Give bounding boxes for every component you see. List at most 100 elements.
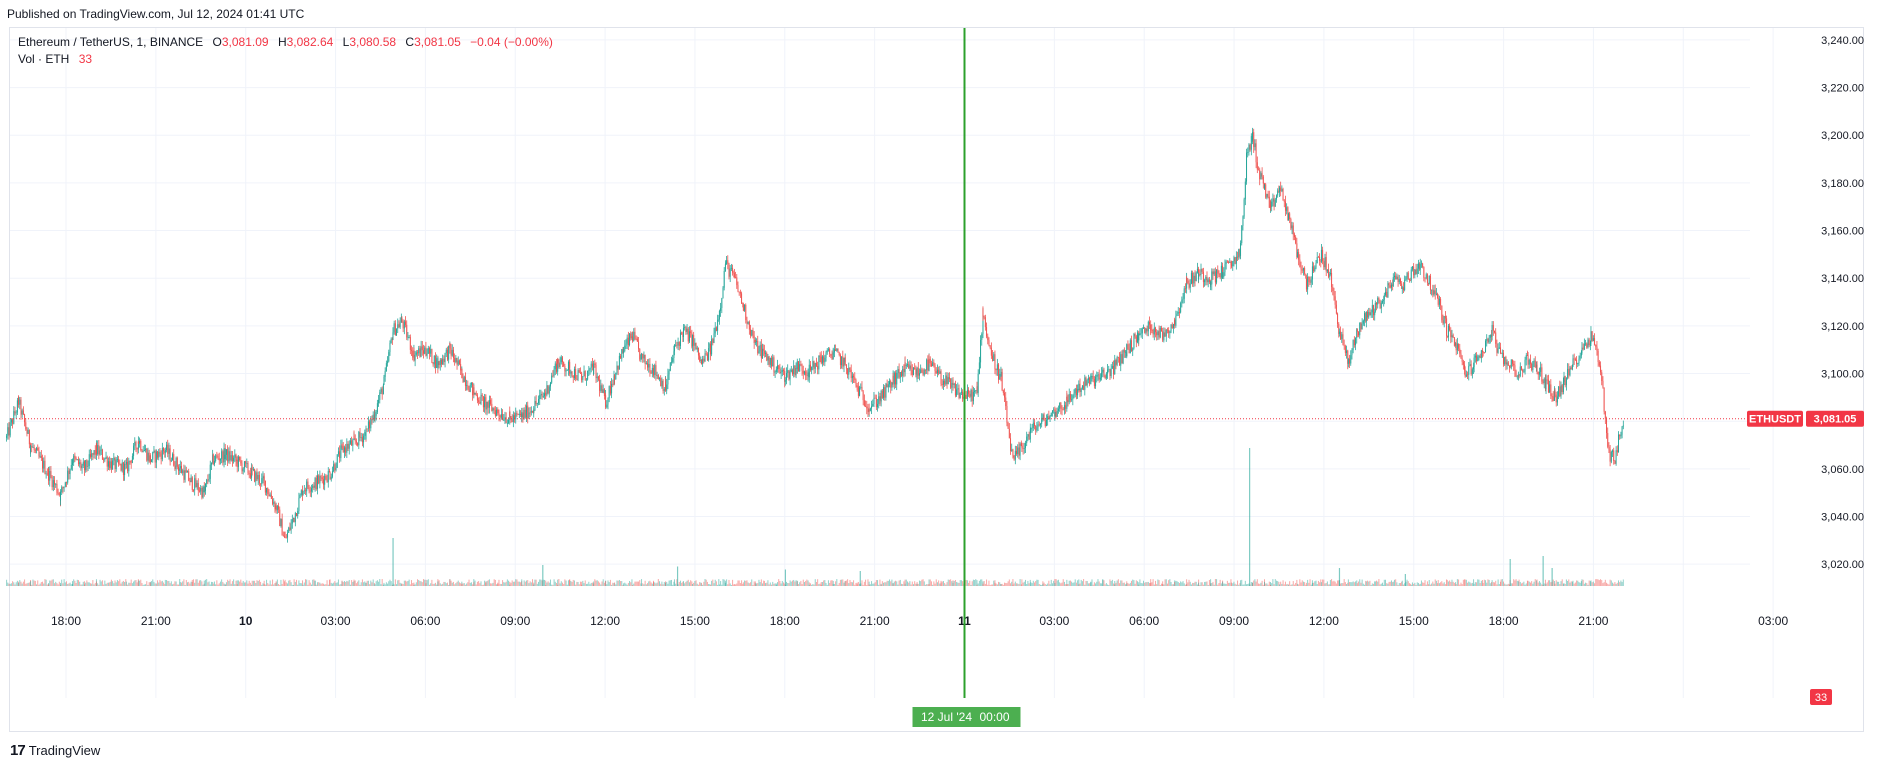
candle-body — [599, 379, 601, 391]
volume-bar — [912, 584, 914, 586]
candle-body — [809, 364, 811, 370]
candle-body — [389, 343, 391, 353]
volume-bar — [1090, 582, 1092, 586]
legend-symbol[interactable]: Ethereum / TetherUS, 1, BINANCE — [18, 35, 204, 49]
candle-body — [653, 373, 655, 375]
candle-body — [1000, 371, 1002, 377]
candle-body — [1571, 366, 1573, 370]
volume-bar — [282, 579, 284, 586]
y-tick-label: 3,240.00 — [1821, 35, 1864, 47]
candle-body — [367, 421, 369, 429]
candle-body — [1469, 364, 1471, 366]
volume-bar — [348, 579, 350, 586]
candle-body — [935, 371, 937, 374]
volume-bar — [1180, 581, 1182, 586]
volume-spike — [676, 566, 679, 586]
candle-body — [589, 367, 591, 370]
candle-body — [1371, 305, 1373, 313]
candle-body — [1320, 249, 1322, 262]
candle-body — [780, 371, 782, 374]
volume-bar — [284, 581, 286, 586]
legend-volume-label[interactable]: Vol · ETH — [18, 52, 70, 66]
volume-bar — [402, 584, 404, 586]
volume-bar — [927, 584, 929, 586]
candle-body — [94, 450, 96, 455]
volume-bar — [240, 579, 242, 586]
tradingview-logo[interactable]: 17 TradingView — [10, 742, 100, 759]
candle-body — [893, 372, 895, 385]
candle-body — [1474, 355, 1476, 358]
candle-body — [1045, 420, 1047, 427]
volume-bar — [1350, 582, 1352, 586]
volume-bar — [1212, 581, 1214, 586]
candle-body — [262, 476, 264, 479]
volume-bar — [45, 579, 47, 586]
volume-bar — [1283, 584, 1285, 586]
candle-body — [40, 455, 42, 458]
volume-bar — [941, 581, 943, 586]
volume-bar — [1150, 579, 1152, 586]
volume-bar — [1207, 584, 1209, 586]
candle-body — [99, 450, 101, 455]
volume-bar — [1114, 581, 1116, 586]
candle-body — [455, 357, 457, 362]
volume-bar — [308, 580, 310, 586]
volume-bar — [666, 581, 668, 586]
candle-body — [617, 365, 619, 370]
candle-body — [1578, 358, 1580, 363]
volume-bar — [133, 581, 135, 586]
candle-body — [1337, 313, 1339, 324]
candle-body — [231, 455, 233, 462]
volume-bar — [164, 584, 166, 586]
candle-body — [204, 483, 206, 491]
candle-body — [1041, 417, 1043, 424]
volume-bar — [374, 584, 376, 586]
volume-bar — [1435, 580, 1437, 586]
legend-low: 3,080.58 — [349, 35, 397, 49]
volume-bar — [587, 583, 589, 586]
candle-body — [1597, 351, 1599, 362]
volume-bar — [728, 579, 730, 586]
candle-body — [1558, 386, 1560, 397]
volume-bar — [474, 580, 476, 586]
candle-body — [1397, 276, 1399, 282]
volume-bar — [434, 582, 436, 586]
candle-body — [1442, 320, 1444, 324]
x-tick-label: 21:00 — [1578, 614, 1608, 628]
volume-bar — [506, 579, 508, 586]
candle-body — [1600, 365, 1602, 373]
volume-bar — [703, 581, 705, 586]
candle-body — [848, 367, 850, 375]
candle-body — [547, 385, 549, 394]
volume-bar — [247, 583, 249, 586]
candle-body — [20, 399, 22, 415]
volume-bar — [472, 584, 474, 586]
volume-bar — [81, 584, 83, 586]
volume-bar — [1286, 584, 1288, 586]
volume-bar — [669, 580, 671, 586]
candle-body — [243, 461, 245, 469]
volume-bar — [1165, 579, 1167, 586]
candle-body — [1352, 339, 1354, 350]
candle-body — [6, 435, 8, 438]
candle-body — [932, 362, 934, 367]
candle-body — [1576, 359, 1578, 365]
volume-bar — [1109, 579, 1111, 586]
candle-body — [272, 498, 274, 504]
volume-bar — [736, 583, 738, 586]
candle-body — [535, 400, 537, 404]
candle-body — [874, 397, 876, 399]
candle-body — [800, 364, 802, 365]
candle-body — [1482, 350, 1484, 353]
volume-bar — [1282, 580, 1284, 586]
volume-bar — [881, 581, 883, 586]
volume-bar — [302, 584, 304, 586]
candle-body — [700, 359, 702, 364]
candle-body — [1546, 379, 1548, 381]
volume-bar — [288, 580, 290, 586]
candle-body — [1387, 283, 1389, 298]
candle-body — [360, 437, 362, 439]
candle-body — [853, 375, 855, 378]
volume-bar — [1255, 581, 1257, 586]
